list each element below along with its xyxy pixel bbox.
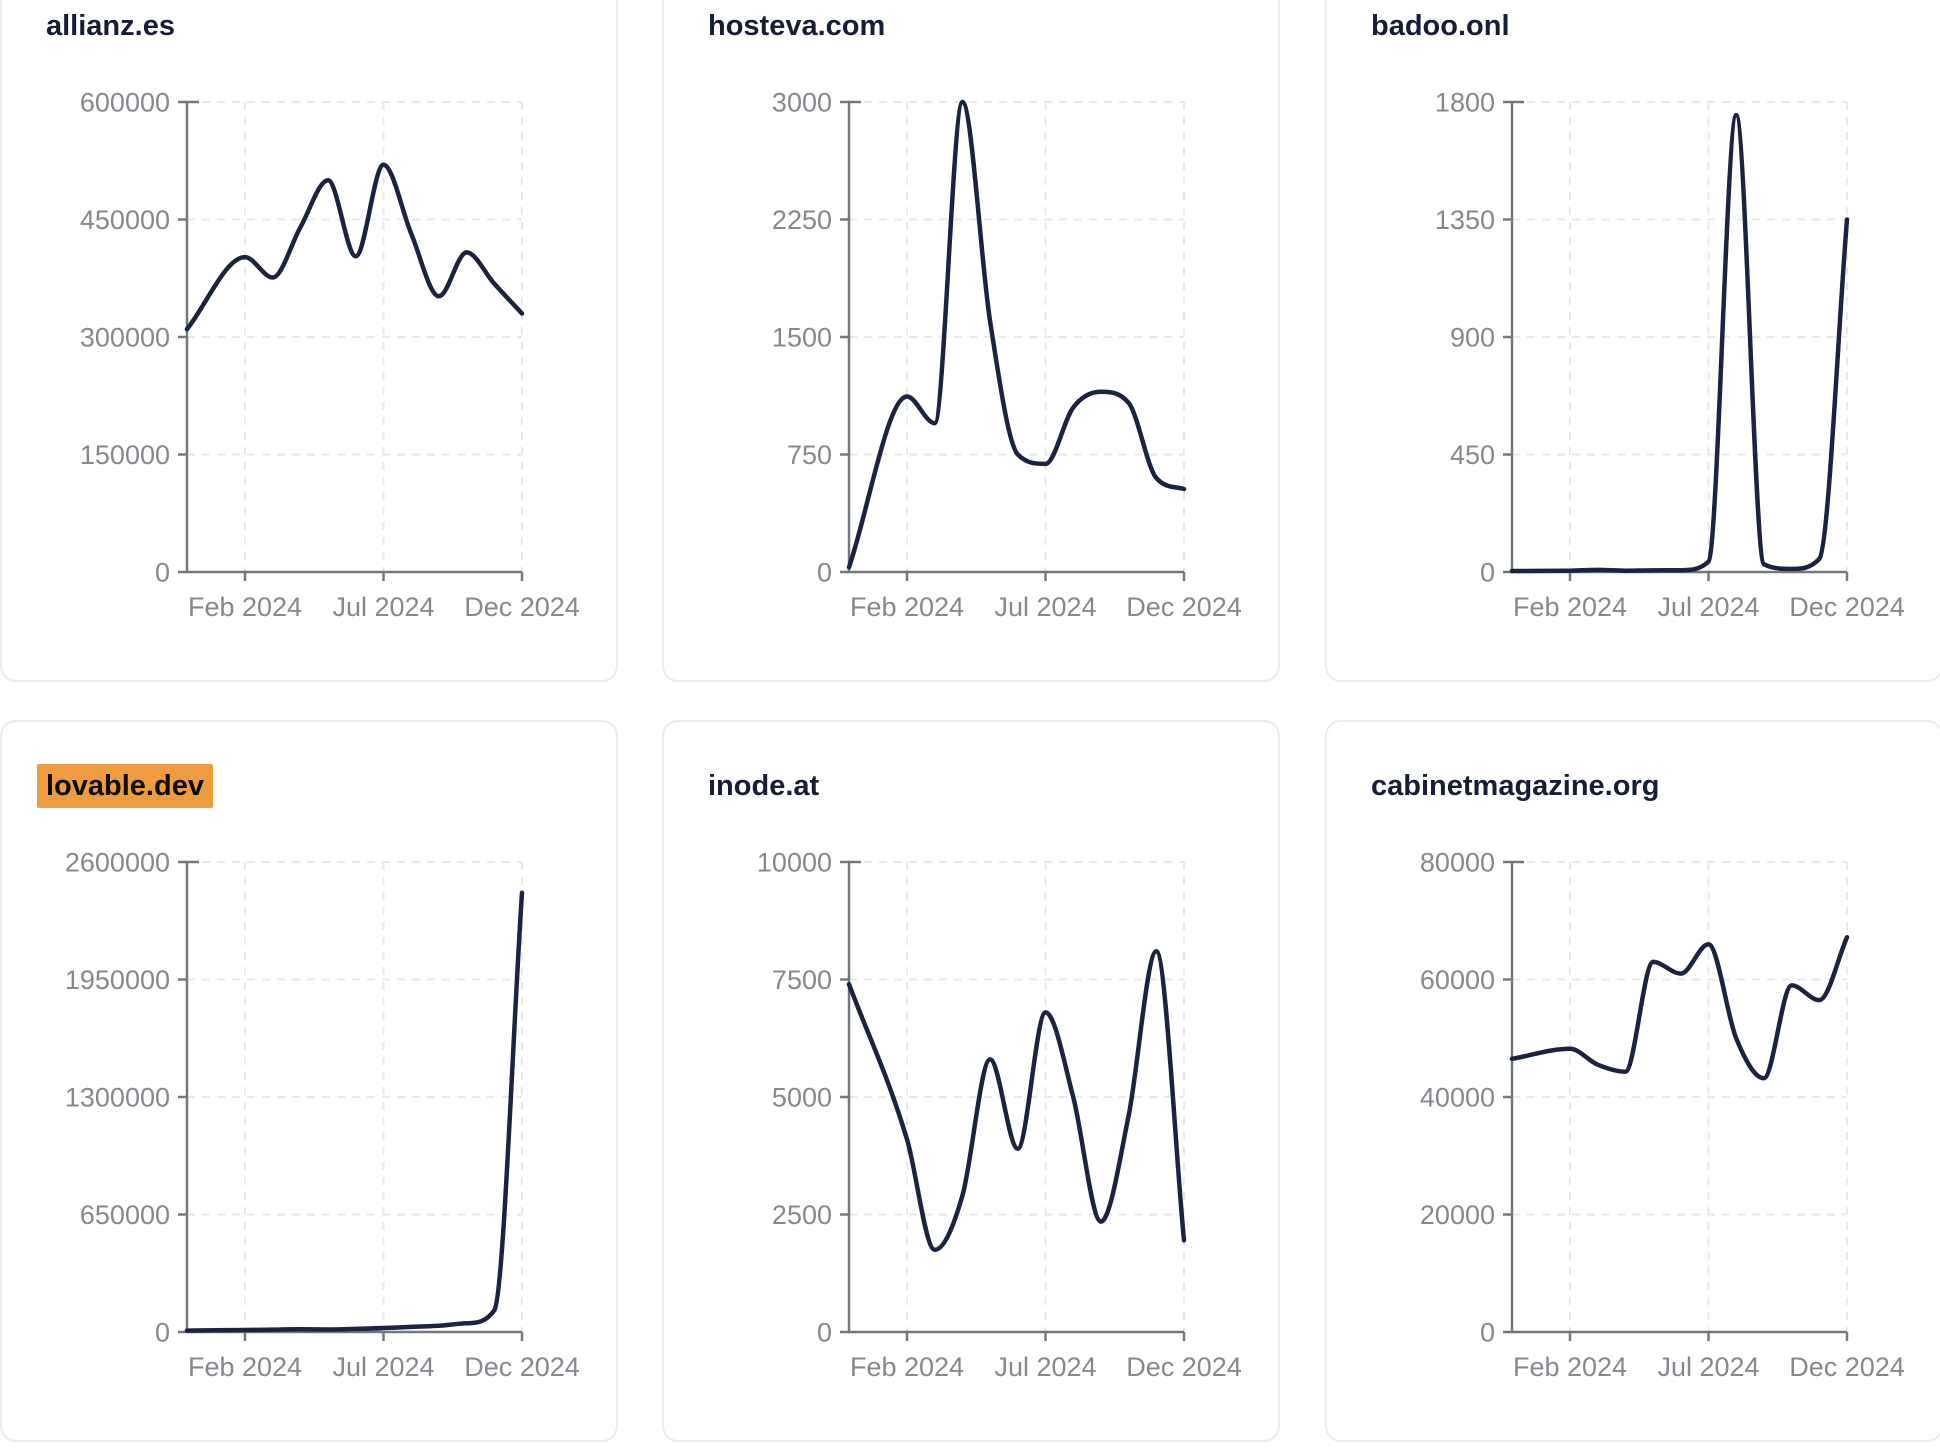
svg-text:0: 0: [155, 557, 170, 587]
svg-text:0: 0: [155, 1317, 170, 1347]
svg-text:Feb 2024: Feb 2024: [1513, 592, 1627, 622]
svg-text:2250: 2250: [772, 205, 832, 235]
svg-text:1350: 1350: [1435, 205, 1495, 235]
svg-text:1300000: 1300000: [65, 1082, 170, 1112]
svg-text:Feb 2024: Feb 2024: [1513, 1352, 1627, 1382]
svg-text:Feb 2024: Feb 2024: [188, 1352, 302, 1382]
svg-text:Jul 2024: Jul 2024: [332, 592, 434, 622]
svg-text:Dec 2024: Dec 2024: [464, 592, 580, 622]
svg-text:40000: 40000: [1420, 1082, 1495, 1112]
chart-card-hosteva-com: hosteva.com 0 750 1500 2250 3000 Feb 2024 Jul …: [662, 0, 1280, 682]
svg-text:0: 0: [817, 1317, 832, 1347]
svg-text:80000: 80000: [1420, 847, 1495, 877]
svg-text:Jul 2024: Jul 2024: [332, 1352, 434, 1382]
svg-text:450000: 450000: [80, 205, 170, 235]
svg-text:Feb 2024: Feb 2024: [188, 592, 302, 622]
svg-text:900: 900: [1450, 322, 1495, 352]
svg-text:2600000: 2600000: [65, 847, 170, 877]
chart-title-text: allianz.es: [46, 10, 175, 42]
line-chart-lovable-dev: 0 650000 1300000 1950000 2600000 Feb 2024 Jul …: [65, 847, 580, 1382]
svg-text:1950000: 1950000: [65, 965, 170, 995]
svg-text:150000: 150000: [80, 440, 170, 470]
svg-text:Dec 2024: Dec 2024: [1789, 1352, 1905, 1382]
chart-title-text: cabinetmagazine.org: [1371, 770, 1660, 802]
chart-card-badoo-onl: badoo.onl 0 450 900 1350 1800 Feb 2024 Jul 202…: [1325, 0, 1940, 682]
chart-title-text-highlighted: lovable.dev: [37, 764, 213, 808]
svg-text:10000: 10000: [757, 847, 832, 877]
line-chart-allianz-es: 0 150000 300000 450000 600000 Feb 2024 Jul 202…: [80, 87, 580, 622]
svg-text:Dec 2024: Dec 2024: [1789, 592, 1905, 622]
svg-text:0: 0: [817, 557, 832, 587]
svg-text:1500: 1500: [772, 322, 832, 352]
svg-text:300000: 300000: [80, 322, 170, 352]
svg-text:0: 0: [1480, 557, 1495, 587]
chart-card-lovable-dev: lovable.dev 0 650000 1300000 1950000 2600000…: [0, 720, 618, 1442]
svg-text:600000: 600000: [80, 87, 170, 117]
svg-text:450: 450: [1450, 440, 1495, 470]
svg-text:Jul 2024: Jul 2024: [1657, 1352, 1759, 1382]
svg-text:Jul 2024: Jul 2024: [994, 592, 1096, 622]
svg-text:Dec 2024: Dec 2024: [464, 1352, 580, 1382]
chart-card-inode-at: inode.at 0 2500 5000 7500 10000 Feb 2024 Jul 2…: [662, 720, 1280, 1442]
svg-text:Dec 2024: Dec 2024: [1126, 592, 1242, 622]
line-chart-badoo-onl: 0 450 900 1350 1800 Feb 2024 Jul 2024 Dec 2024: [1435, 87, 1905, 622]
svg-text:7500: 7500: [772, 965, 832, 995]
svg-text:2500: 2500: [772, 1200, 832, 1230]
svg-text:5000: 5000: [772, 1082, 832, 1112]
chart-title-text: badoo.onl: [1371, 10, 1510, 42]
svg-text:Jul 2024: Jul 2024: [994, 1352, 1096, 1382]
chart-title-text: hosteva.com: [708, 10, 886, 42]
svg-text:0: 0: [1480, 1317, 1495, 1347]
svg-text:Feb 2024: Feb 2024: [850, 592, 964, 622]
line-chart-hosteva-com: 0 750 1500 2250 3000 Feb 2024 Jul 2024 Dec 2024: [772, 87, 1242, 622]
svg-text:60000: 60000: [1420, 965, 1495, 995]
chart-title: hosteva.com: [708, 10, 885, 43]
svg-text:3000: 3000: [772, 87, 832, 117]
svg-text:Jul 2024: Jul 2024: [1657, 592, 1759, 622]
svg-text:1800: 1800: [1435, 87, 1495, 117]
chart-title: allianz.es: [46, 10, 175, 43]
line-chart-inode-at: 0 2500 5000 7500 10000 Feb 2024 Jul 2024 Dec 20…: [757, 847, 1242, 1382]
chart-title: cabinetmagazine.org: [1371, 770, 1659, 803]
svg-text:Feb 2024: Feb 2024: [850, 1352, 964, 1382]
svg-text:20000: 20000: [1420, 1200, 1495, 1230]
svg-text:650000: 650000: [80, 1200, 170, 1230]
svg-text:Dec 2024: Dec 2024: [1126, 1352, 1242, 1382]
chart-card-cabinetmagazine-org: cabinetmagazine.org 0 20000 40000 60000 8000…: [1325, 720, 1940, 1442]
chart-title-text: inode.at: [708, 770, 820, 802]
svg-text:750: 750: [787, 440, 832, 470]
chart-card-allianz-es: allianz.es 0 150000 300000 450000 600000 Feb …: [0, 0, 618, 682]
chart-title: lovable.dev: [37, 764, 213, 808]
line-chart-cabinetmagazine-org: 0 20000 40000 60000 80000 Feb 2024 Jul 2024 Dec…: [1420, 847, 1905, 1382]
chart-title: inode.at: [708, 770, 819, 803]
chart-title: badoo.onl: [1371, 10, 1510, 43]
